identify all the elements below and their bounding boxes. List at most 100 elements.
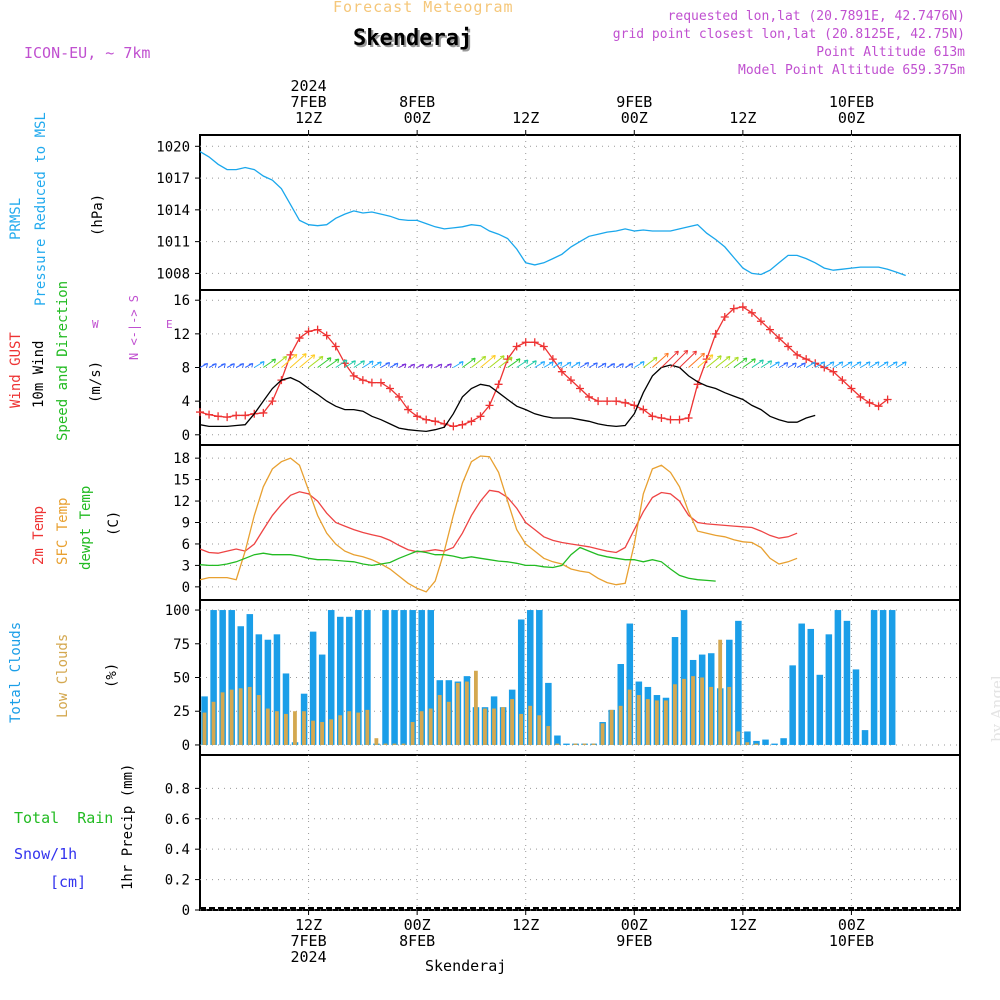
low-cloud-bar [555,743,560,745]
wind-arrow [371,361,382,368]
low-cloud-bar [464,681,469,745]
low-cloud-bar [663,700,668,745]
y-tick-label: 3 [182,558,190,574]
gust-marker [313,325,322,334]
y-tick-label: 0 [182,428,190,444]
y-tick-label: 1011 [156,235,190,251]
low-cloud-bar [374,738,379,745]
low-cloud-bar [492,708,496,745]
time-label-line: 12Z [729,916,757,934]
gust-marker [512,342,521,351]
low-cloud-bar [627,689,632,745]
gust-marker [838,376,847,385]
wind-arrow [498,356,513,368]
low-cloud-bar [700,677,704,745]
total-cloud-bar [735,620,742,745]
total-cloud-bar [210,610,217,745]
total-cloud-bar [888,610,896,745]
gust-marker [521,338,530,347]
low-cloud-bar [582,743,587,745]
total-cloud-bar [816,674,824,745]
time-label-line: 2024 [290,948,327,966]
low-cloud-bar [473,670,478,745]
gust-marker [295,334,304,343]
wind-arrow [543,361,554,368]
low-cloud-bar [573,743,578,745]
low-cloud-bar [691,676,695,745]
wind-arrow [471,355,487,368]
panel-frame-pressure [199,134,961,291]
series-line-wind-gust [199,306,888,428]
time-label-line: 00Z [403,109,431,127]
y-tick-label: 8 [182,361,190,377]
gust-marker [802,355,811,364]
low-cloud-bar [618,705,623,745]
gust-marker [539,342,548,351]
wind-arrow [317,357,332,368]
total-cloud-bar [282,673,290,745]
wind-arrow [778,362,789,368]
series-line-dewpt-temp [199,546,716,582]
total-cloud-bar [771,743,778,745]
gust-marker [576,384,584,393]
wind-arrow [389,362,399,368]
wind-arrow [715,355,731,368]
gust-marker [666,415,675,424]
low-cloud-bar [401,743,406,745]
wind-arrow [643,356,658,368]
y-tick-label: 15 [173,473,190,489]
total-cloud-bar [409,610,416,745]
y-tick-label: 0.2 [165,873,190,889]
gust-marker [232,411,241,420]
time-label-line: 00Z [837,109,865,127]
low-cloud-bar [238,688,243,745]
wind-arrow [516,359,529,368]
wind-arrow [634,361,645,368]
y-tick-label: 50 [173,671,190,687]
wind-arrow [805,361,816,368]
y-tick-label: 0.4 [165,842,190,858]
wind-arrow [615,363,624,368]
low-cloud-bar [519,713,524,745]
wind-arrow [235,363,245,368]
time-label-line: 7FEB [290,932,327,950]
total-cloud-bar [400,610,407,745]
footer-location: Skenderaj [425,957,507,975]
wind-arrow [724,356,739,368]
wind-arrow [606,363,616,368]
total-cloud-bar [879,610,887,745]
time-label: 10FEB 00Z [811,78,891,126]
gust-marker [630,401,639,410]
low-cloud-bar [410,722,415,745]
y-tick-label: 1020 [156,139,190,155]
wind-arrow [652,352,669,368]
gust-marker [322,331,331,340]
wind-arrow [398,363,407,369]
y-tick-label: 100 [165,603,190,619]
wind-arrow [787,362,797,368]
time-label: 8FEB 00Z [377,78,457,126]
low-cloud-bar [274,711,279,745]
low-cloud-bar [428,708,433,745]
low-cloud-bar [727,686,732,745]
low-cloud-bar [528,705,533,745]
gust-marker [603,397,612,406]
total-cloud-bar [337,616,344,745]
series-line-prmsl [199,151,906,277]
gust-marker [675,415,684,424]
wind-arrow [308,355,324,368]
wind-arrow [362,360,374,368]
total-cloud-bar [780,738,787,745]
y-tick-label: 6 [182,537,190,553]
wind-arrow [896,361,907,368]
low-cloud-bar [311,720,315,745]
total-cloud-bar [318,654,326,745]
y-tick-label: 9 [182,516,190,532]
label-snow-unit: [cm] [50,873,87,891]
gust-marker [404,405,413,414]
y-tick-label: 1017 [156,171,190,187]
low-cloud-bar [609,709,614,745]
time-label-line: 12Z [512,109,540,127]
gust-marker [648,412,657,421]
wind-arrow [489,355,505,368]
